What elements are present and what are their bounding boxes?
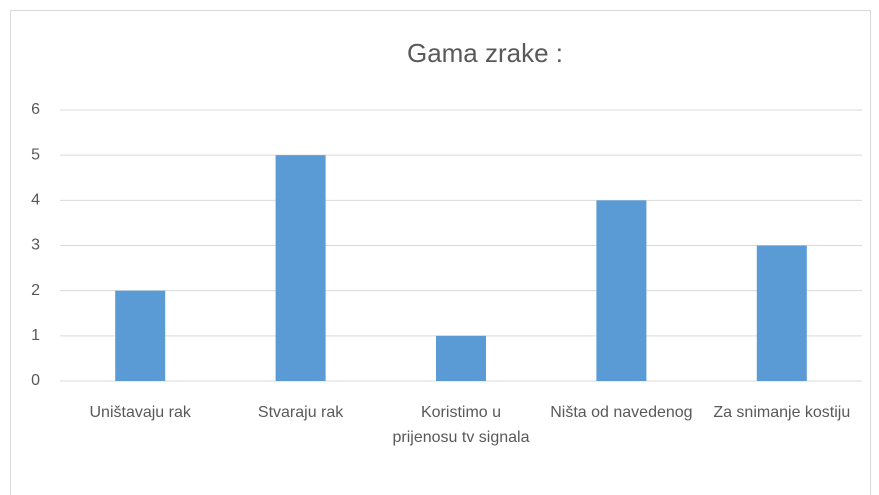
x-tick-label-line: Koristimo u [421, 404, 501, 421]
y-tick-label: 2 [31, 282, 40, 299]
x-tick-label-line: Za snimanje kostiju [713, 404, 850, 421]
chart-border [10, 10, 871, 495]
y-tick-label: 0 [31, 372, 40, 389]
x-tick-label-line: prijenosu tv signala [393, 429, 530, 446]
bar [436, 335, 486, 381]
y-tick-label: 5 [31, 146, 40, 163]
chart-title: Gama zrake : [407, 38, 563, 68]
bar [596, 200, 647, 381]
x-tick-label: Ništa od navedenog [550, 404, 692, 421]
y-tick-label: 1 [31, 327, 40, 344]
x-tick-label: Koristimo u prijenosu tv signala [393, 404, 530, 446]
x-tick-label-line: Stvaraju rak [258, 404, 344, 421]
bar [275, 155, 326, 381]
y-tick-label: 6 [31, 101, 40, 118]
y-tick-label: 3 [31, 237, 40, 254]
x-tick-label: Za snimanje kostiju [713, 404, 850, 421]
x-tick-label: Stvaraju rak [258, 404, 344, 421]
bar [115, 290, 166, 381]
x-tick-label: Uništavaju rak [90, 404, 192, 421]
x-tick-label-line: Uništavaju rak [90, 404, 192, 421]
y-tick-label: 4 [31, 192, 40, 209]
bar [756, 245, 807, 381]
x-tick-label-line: Ništa od navedenog [550, 404, 692, 421]
